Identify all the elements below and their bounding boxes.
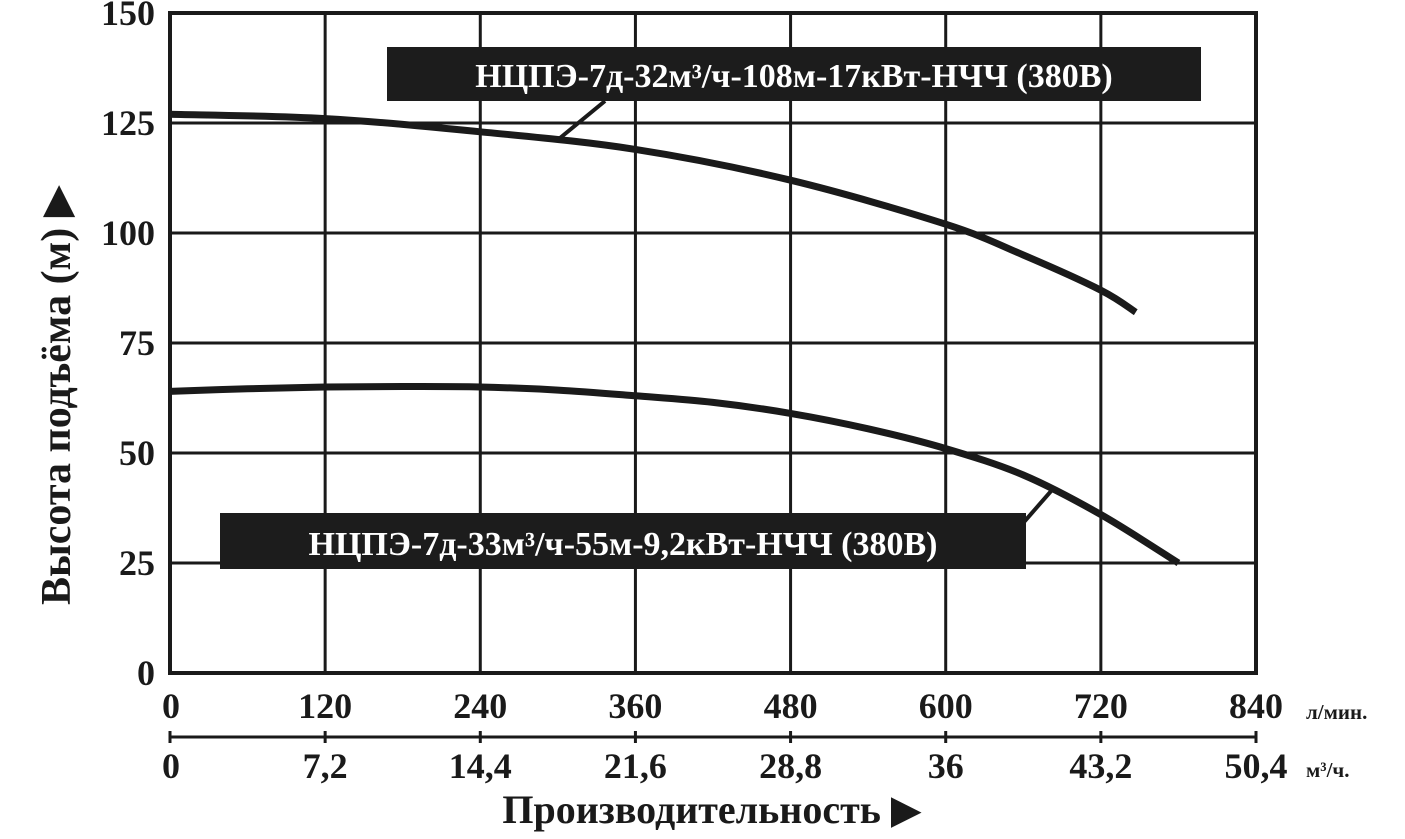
x-tick-label: 240 [453, 686, 507, 726]
x2-tick-label: 43,2 [1069, 746, 1132, 786]
y-tick-label: 0 [137, 653, 155, 693]
x-tick-label: 0 [162, 686, 180, 726]
plot-frame [168, 11, 1258, 675]
y-tick-label: 100 [101, 213, 155, 253]
x2-tick-label: 21,6 [604, 746, 667, 786]
y-tick-label: 75 [119, 323, 155, 363]
callouts: НЦПЭ-7д-32м³/ч-108м-17кВт-НЧЧ (380В) НЦПЭ… [220, 47, 1201, 569]
x-tick-label: 840 [1229, 686, 1283, 726]
x2-tick-label: 50,4 [1225, 746, 1288, 786]
series-curve-2 [169, 383, 1181, 566]
series-label-box-2 [220, 513, 1026, 569]
series-curve-1 [169, 110, 1138, 316]
series-leader-line-1 [558, 99, 607, 140]
x2-tick-label: 7,2 [303, 746, 348, 786]
series-label-2: НЦПЭ-7д-33м³/ч-55м-9,2кВт-НЧЧ (380В) [309, 526, 938, 563]
x2-tick-label: 28,8 [759, 746, 822, 786]
grid [168, 11, 1258, 743]
series-label-1: НЦПЭ-7д-32м³/ч-108м-17кВт-НЧЧ (380В) [475, 58, 1112, 95]
x2-tick-label: 36 [928, 746, 964, 786]
x-unit-primary: л/мин. [1306, 700, 1367, 724]
y-tick-label: 25 [119, 543, 155, 583]
x-tick-label: 480 [764, 686, 818, 726]
x2-tick-label: 14,4 [449, 746, 512, 786]
series-leader-line-2 [1022, 488, 1054, 524]
y-axis-title: Высота подъёма (м) ▶ [34, 184, 80, 605]
tick-labels: 0255075100125150001207,224014,436021,648… [101, 0, 1288, 786]
y-tick-label: 50 [119, 433, 155, 473]
x2-tick-label: 0 [162, 746, 180, 786]
series-label-box-1 [387, 47, 1201, 101]
x-tick-label: 600 [919, 686, 973, 726]
y-tick-label: 125 [101, 103, 155, 143]
x-unit-secondary: м³/ч. [1306, 758, 1350, 782]
x-tick-label: 360 [608, 686, 662, 726]
x-tick-label: 120 [298, 686, 352, 726]
x-axis-title: Производительность ▶ [502, 787, 922, 832]
curves [169, 110, 1181, 566]
y-tick-label: 150 [101, 0, 155, 33]
x-tick-label: 720 [1074, 686, 1128, 726]
